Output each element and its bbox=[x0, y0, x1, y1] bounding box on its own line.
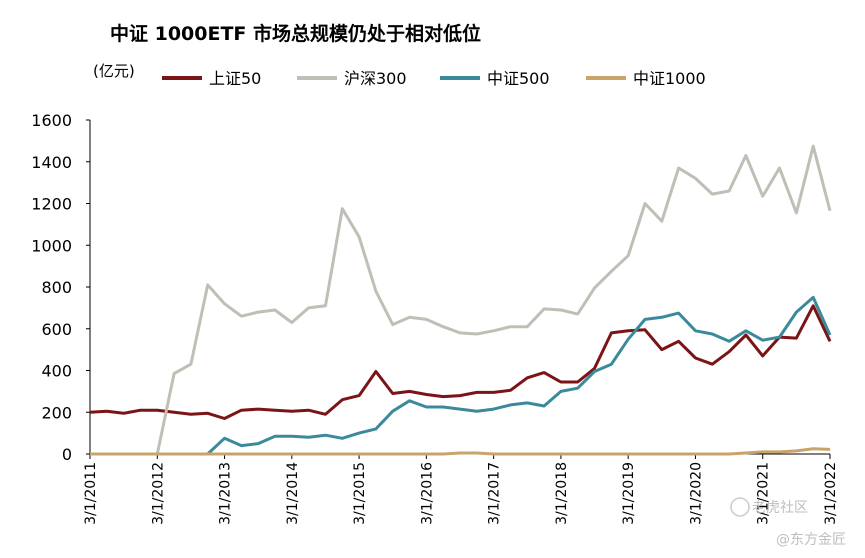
y-tick-label: 600 bbox=[41, 320, 72, 339]
x-tick-label: 3/1/2015 bbox=[352, 462, 368, 525]
y-tick-label: 1200 bbox=[31, 195, 72, 214]
y-tick-label: 0 bbox=[62, 445, 72, 464]
legend-label: 中证500 bbox=[487, 69, 550, 88]
x-tick-label: 3/1/2020 bbox=[688, 462, 704, 525]
y-axis-unit: (亿元) bbox=[93, 62, 135, 80]
plot-area bbox=[89, 144, 832, 456]
series-line-3 bbox=[206, 295, 832, 456]
watermark-handle: @东方金匠 bbox=[776, 532, 846, 548]
legend: 上证50 沪深300 中证500 中证1000 bbox=[162, 69, 706, 88]
x-tick-label: 3/1/2016 bbox=[419, 462, 435, 525]
chart-title: 中证 1000ETF 市场总规模仍处于相对低位 bbox=[110, 22, 481, 45]
y-tick-label: 1000 bbox=[31, 236, 72, 255]
watermark-text: 老虎社区 bbox=[752, 500, 808, 516]
axes bbox=[89, 120, 830, 455]
y-tick-label: 400 bbox=[41, 362, 72, 381]
series-line-4 bbox=[90, 447, 831, 456]
x-tick-label: 3/1/2012 bbox=[150, 462, 166, 525]
x-tick-label: 3/1/2018 bbox=[554, 462, 570, 525]
y-tick-label: 1400 bbox=[31, 153, 72, 172]
y-tick-label: 200 bbox=[41, 403, 72, 422]
y-tick-label: 1600 bbox=[31, 111, 72, 130]
x-tick-label: 3/1/2022 bbox=[823, 462, 839, 525]
legend-label: 中证1000 bbox=[633, 69, 706, 88]
x-tick-label: 3/1/2021 bbox=[756, 462, 772, 525]
x-tick-label: 3/1/2017 bbox=[487, 462, 503, 525]
watermark: 老虎社区 @东方金匠 bbox=[730, 497, 846, 548]
series-line-2 bbox=[90, 144, 832, 456]
legend-label: 上证50 bbox=[209, 69, 261, 88]
x-axis: 3/1/2011 3/1/2012 3/1/2013 3/1/2014 3/1/2015… bbox=[83, 454, 839, 525]
legend-label: 沪深300 bbox=[344, 69, 407, 88]
x-tick-label: 3/1/2011 bbox=[83, 462, 99, 525]
x-tick-label: 3/1/2014 bbox=[285, 462, 301, 525]
y-tick-label: 800 bbox=[41, 278, 72, 297]
series-line-1 bbox=[89, 304, 832, 420]
y-axis: 0 200 400 600 800 1000 1200 1400 1600 bbox=[31, 111, 90, 464]
tiger-logo-icon bbox=[730, 497, 750, 517]
x-tick-label: 3/1/2013 bbox=[218, 462, 234, 525]
x-tick-label: 3/1/2019 bbox=[621, 462, 637, 525]
